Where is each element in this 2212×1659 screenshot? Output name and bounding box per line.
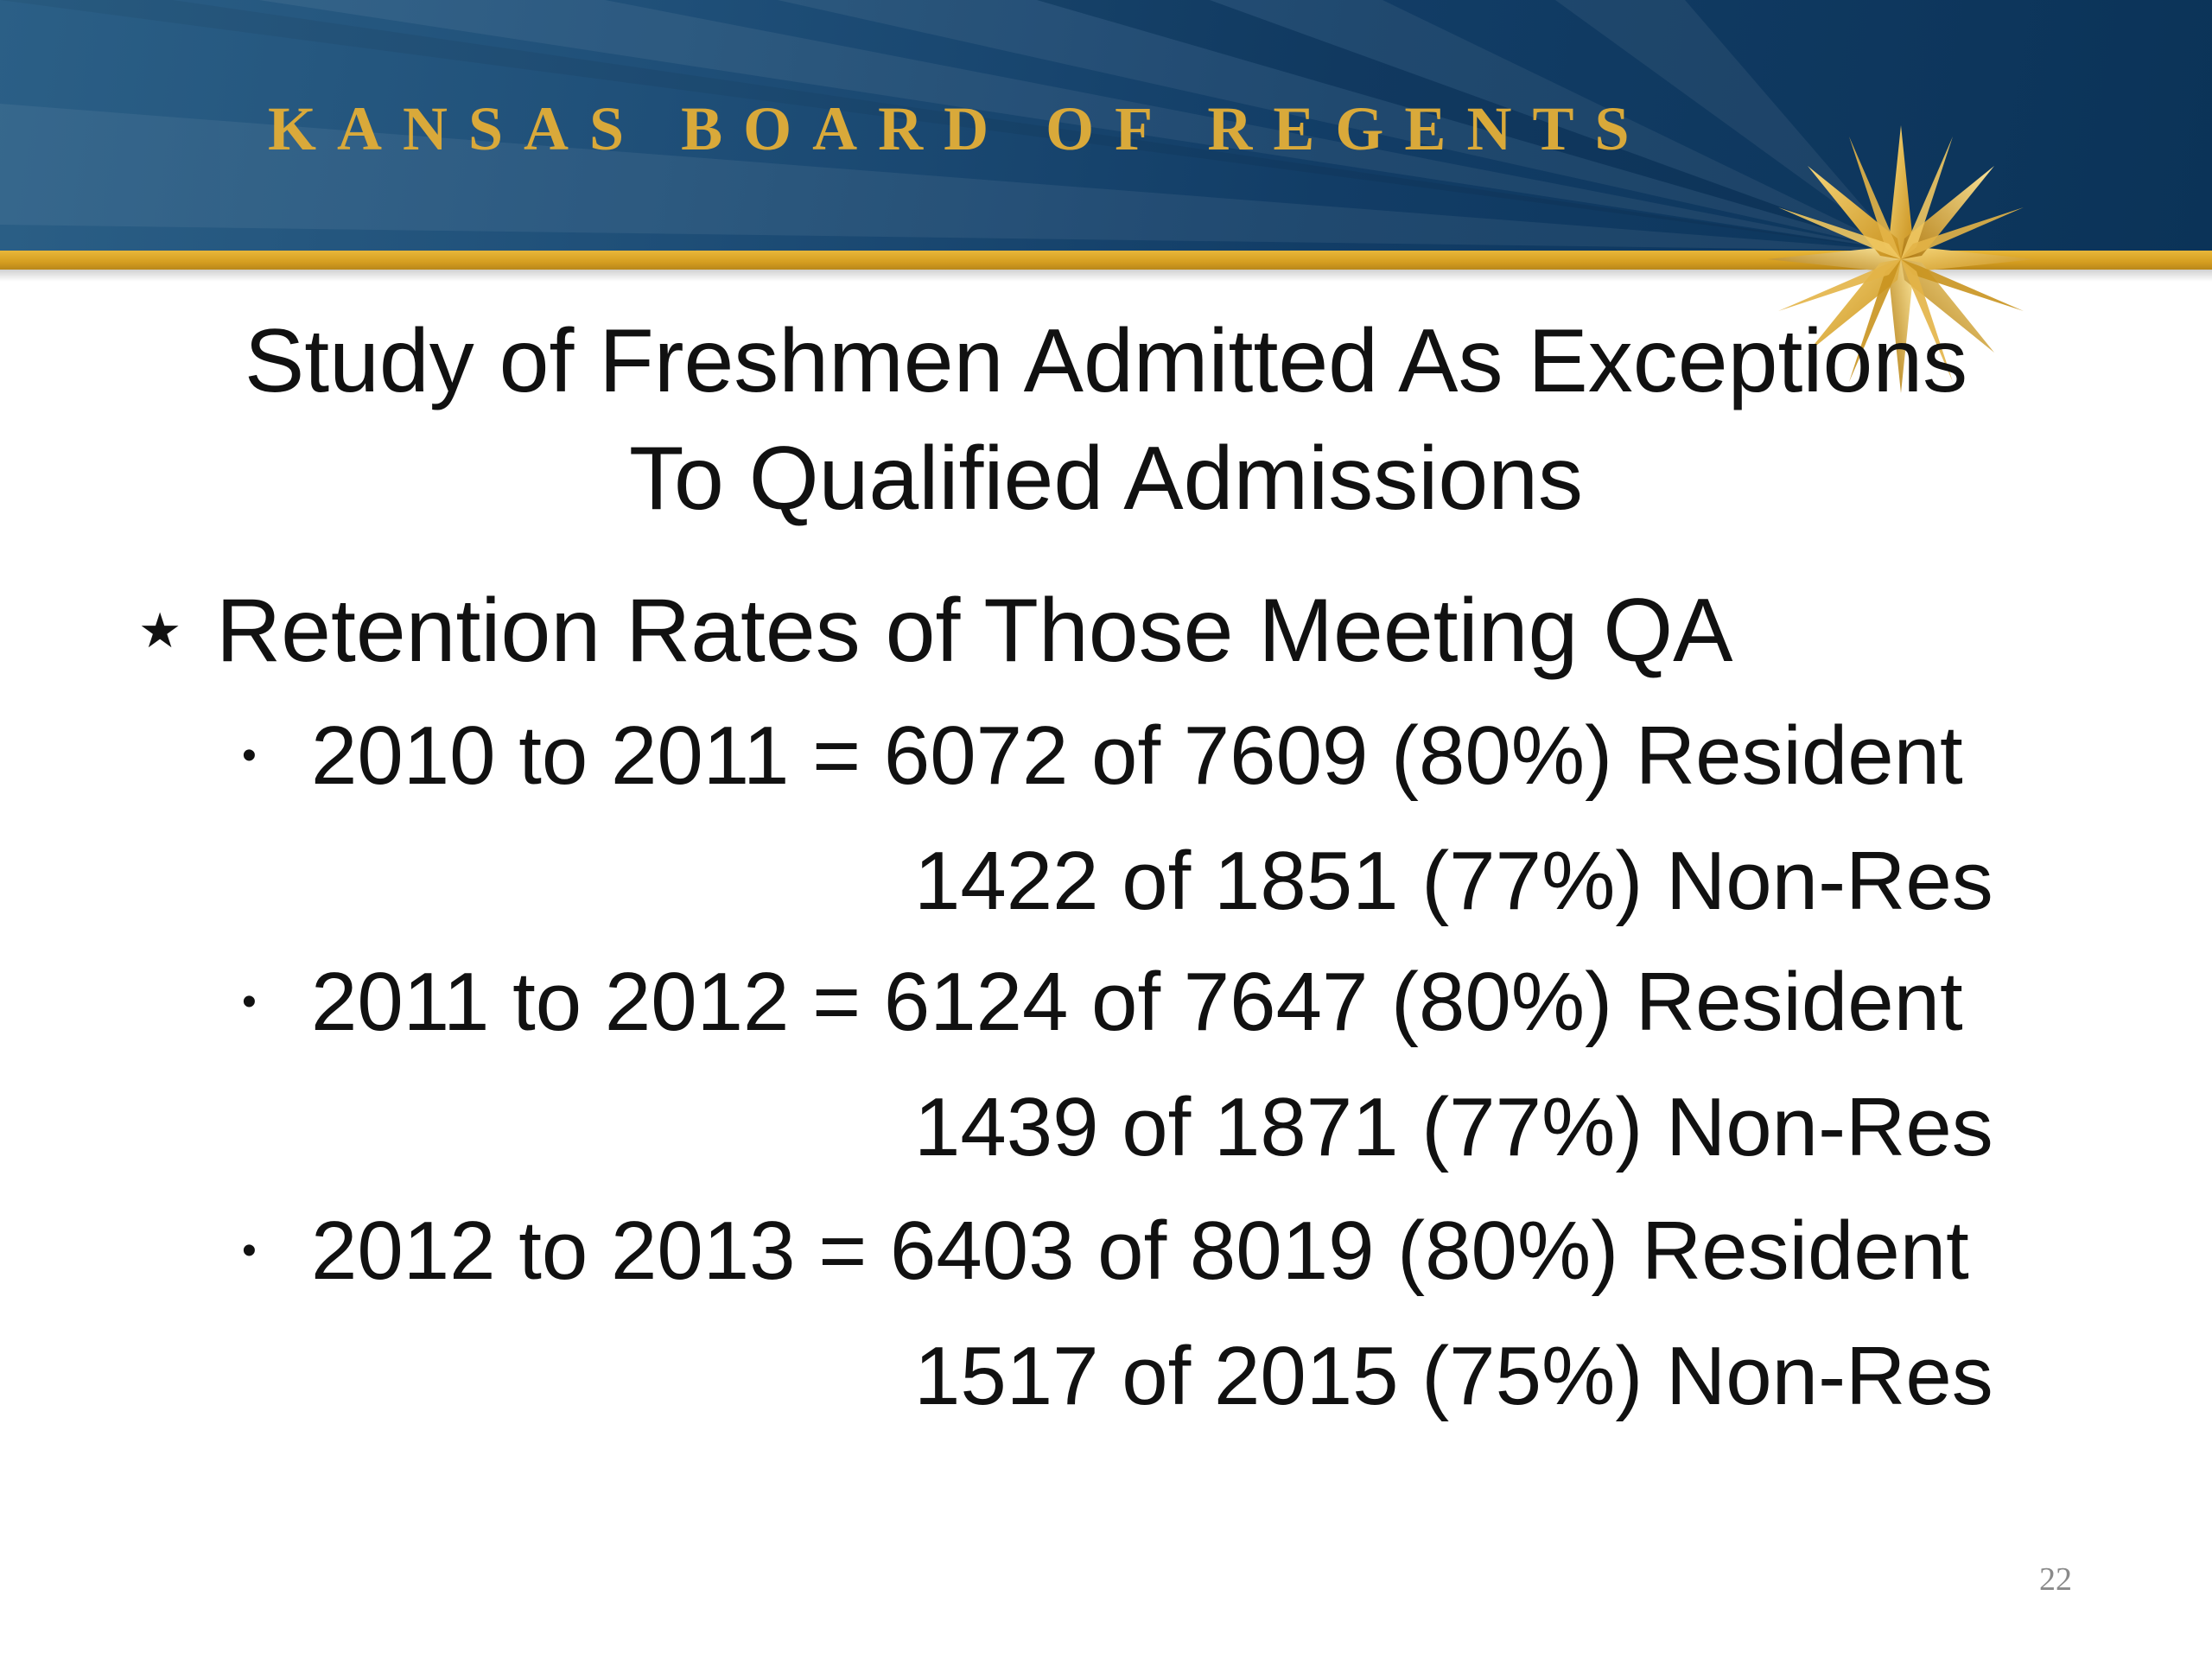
list-item-continuation-text: 1517 of 2015 (75%) Non-Res (914, 1330, 1993, 1422)
bullet-dot: • (242, 1228, 257, 1274)
list-item: • 2011 to 2012 = 6124 of 7647 (80%) Resi… (242, 950, 1963, 1054)
gold-stripe (0, 251, 2212, 270)
banner-rays-decoration (0, 0, 1901, 251)
list-item-text: 2011 to 2012 = 6124 of 7647 (80%) Reside… (311, 956, 1963, 1048)
star-bullet-icon: ★ (138, 603, 182, 658)
gold-stripe-shadow (0, 270, 2212, 282)
title-line-2: To Qualified Admissions (628, 429, 1584, 529)
list-item-continuation: 1517 of 2015 (75%) Non-Res (914, 1325, 1993, 1428)
bullet-dot: • (242, 733, 257, 779)
bullet-dot: • (242, 979, 257, 1025)
header-banner: KANSAS BOARD OF REGENTS (0, 0, 2212, 251)
section-heading-text: Retention Rates of Those Meeting QA (216, 580, 1733, 681)
slide-title: Study of Freshmen Admitted As Exceptions… (0, 302, 2212, 537)
list-item-text: 2010 to 2011 = 6072 of 7609 (80%) Reside… (311, 709, 1963, 802)
list-item-continuation: 1422 of 1851 (77%) Non-Res (914, 830, 1993, 933)
list-item-continuation-text: 1422 of 1851 (77%) Non-Res (914, 835, 1993, 927)
section-heading: ★ Retention Rates of Those Meeting QA (138, 575, 1733, 687)
list-item-text: 2012 to 2013 = 6403 of 8019 (80%) Reside… (311, 1205, 1969, 1297)
list-item: • 2010 to 2011 = 6072 of 7609 (80%) Resi… (242, 704, 1963, 808)
org-name: KANSAS BOARD OF REGENTS (268, 94, 1650, 163)
eight-point-star-logo-icon (1767, 125, 2035, 393)
list-item-continuation: 1439 of 1871 (77%) Non-Res (914, 1076, 1993, 1179)
list-item-continuation-text: 1439 of 1871 (77%) Non-Res (914, 1081, 1993, 1173)
title-line-1: Study of Freshmen Admitted As Exceptions (244, 311, 1968, 411)
list-item: • 2012 to 2013 = 6403 of 8019 (80%) Resi… (242, 1199, 1969, 1303)
page-number: 22 (2039, 1561, 2072, 1598)
